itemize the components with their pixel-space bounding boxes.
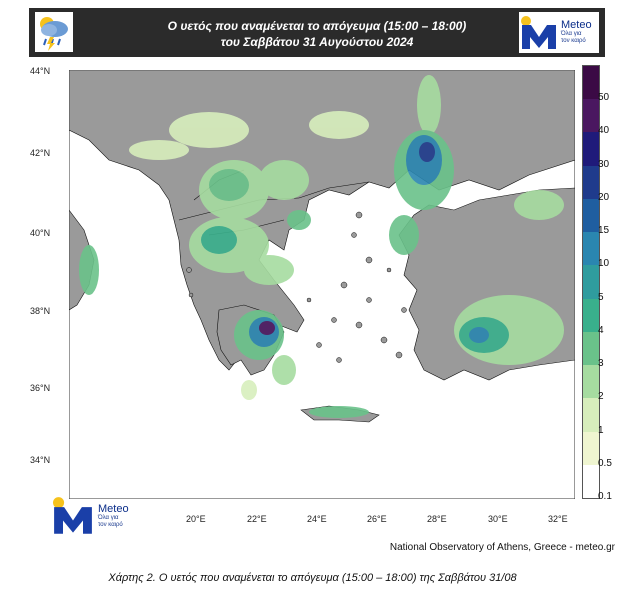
colorbar-segment	[583, 331, 599, 366]
lon-label: 32°E	[548, 514, 568, 524]
logo-slogan-2: τον καιρό	[98, 521, 123, 528]
logo-slogan-1: Όλα για	[561, 31, 582, 37]
colorbar-label: 0.5	[598, 457, 612, 469]
lon-label: 26°E	[367, 514, 387, 524]
colorbar-segment	[583, 165, 599, 199]
lat-label: 40°N	[30, 228, 51, 238]
colorbar-label: 0.1	[598, 491, 612, 502]
meteo-logo-header: Meteo Όλα για τον καιρό	[519, 12, 599, 53]
map-canvas	[68, 69, 576, 500]
lat-label: 34°N	[30, 455, 51, 465]
logo-brand: Meteo	[98, 502, 129, 515]
logo-brand: Meteo	[561, 19, 592, 31]
colorbar-segment	[583, 132, 599, 166]
colorbar-label: 3	[598, 358, 604, 370]
colorbar-label: 20	[598, 191, 610, 203]
colorbar-label: 2	[598, 391, 604, 403]
colorbar-segment	[583, 464, 599, 498]
lat-label: 36°N	[30, 383, 51, 393]
lon-label: 28°E	[427, 514, 447, 524]
colorbar-segment	[583, 298, 599, 332]
colorbar-label: 15	[598, 225, 610, 237]
colorbar-segment	[583, 398, 599, 432]
colorbar-label: 40	[598, 125, 610, 137]
colorbar-segment	[583, 66, 599, 100]
lat-label: 44°N	[30, 66, 51, 76]
colorbar-label: 4	[598, 324, 604, 336]
meteo-logo-icon	[521, 15, 556, 49]
credit-text: National Observatory of Athens, Greece -…	[389, 542, 615, 553]
title-line-2: του Σαββάτου 31 Αυγούστου 2024	[220, 35, 414, 49]
figure-caption: Χάρτης 2. Ο υετός που αναμένεται το απόγ…	[108, 572, 517, 584]
colorbar-segment	[583, 99, 599, 133]
lat-label: 38°N	[30, 306, 51, 316]
logo-slogan-1: Όλα για	[98, 514, 119, 521]
precipitation-cells	[79, 75, 564, 418]
header-bar: Ο υετός που αναμένεται το απόγευμα (15:0…	[29, 8, 605, 57]
colorbar-label: 50	[598, 92, 610, 104]
lon-label: 20°E	[186, 514, 206, 524]
lat-label: 42°N	[30, 148, 51, 158]
colorbar-segment	[583, 232, 599, 266]
map-title: Ο υετός που αναμένεται το απόγευμα (15:0…	[109, 18, 525, 50]
colorbar-segment	[583, 365, 599, 399]
meteo-logo-icon	[53, 497, 92, 534]
colorbar-segment	[583, 431, 599, 465]
colorbar-label: 30	[598, 158, 610, 170]
precipitation-colorbar	[582, 65, 600, 499]
title-line-1: Ο υετός που αναμένεται το απόγευμα (15:0…	[167, 19, 467, 33]
lon-label: 24°E	[307, 514, 327, 524]
lon-label: 22°E	[247, 514, 267, 524]
rain-cloud-sun-icon	[35, 12, 73, 52]
colorbar-segment	[583, 265, 599, 299]
colorbar-label: 10	[598, 258, 610, 270]
lon-label: 30°E	[488, 514, 508, 524]
colorbar-label: 1	[598, 424, 604, 436]
precipitation-map	[68, 69, 576, 500]
aegean-islands	[186, 211, 407, 363]
logo-slogan-2: τον καιρό	[561, 38, 586, 44]
meteo-logo-footer: Meteo Όλα για τον καιρό	[50, 496, 150, 536]
colorbar-segment	[583, 198, 599, 233]
colorbar-label: 5	[598, 291, 604, 303]
